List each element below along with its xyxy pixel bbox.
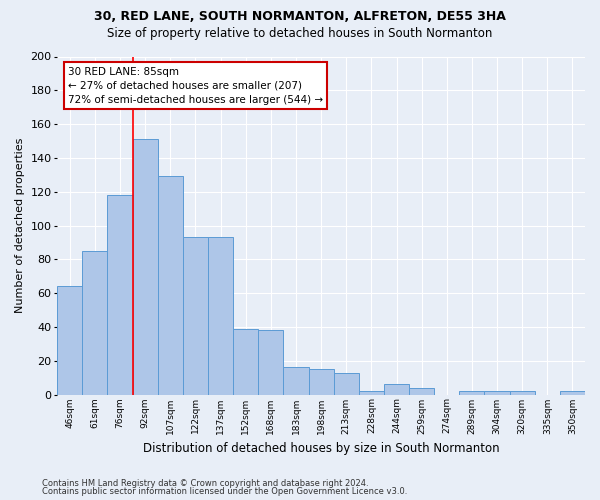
Bar: [509, 391, 535, 394]
X-axis label: Distribution of detached houses by size in South Normanton: Distribution of detached houses by size …: [143, 442, 499, 455]
Bar: [334, 372, 359, 394]
Bar: [208, 238, 233, 394]
Y-axis label: Number of detached properties: Number of detached properties: [15, 138, 25, 313]
Bar: [258, 330, 283, 394]
Bar: [183, 238, 208, 394]
Text: 30 RED LANE: 85sqm
← 27% of detached houses are smaller (207)
72% of semi-detach: 30 RED LANE: 85sqm ← 27% of detached hou…: [68, 66, 323, 104]
Bar: [308, 369, 334, 394]
Text: Contains HM Land Registry data © Crown copyright and database right 2024.: Contains HM Land Registry data © Crown c…: [42, 478, 368, 488]
Bar: [133, 140, 158, 394]
Bar: [283, 368, 308, 394]
Bar: [158, 176, 183, 394]
Bar: [384, 384, 409, 394]
Bar: [82, 251, 107, 394]
Bar: [57, 286, 82, 395]
Text: 30, RED LANE, SOUTH NORMANTON, ALFRETON, DE55 3HA: 30, RED LANE, SOUTH NORMANTON, ALFRETON,…: [94, 10, 506, 23]
Text: Size of property relative to detached houses in South Normanton: Size of property relative to detached ho…: [107, 28, 493, 40]
Text: Contains public sector information licensed under the Open Government Licence v3: Contains public sector information licen…: [42, 487, 407, 496]
Bar: [460, 391, 484, 394]
Bar: [560, 391, 585, 394]
Bar: [409, 388, 434, 394]
Bar: [359, 391, 384, 394]
Bar: [233, 328, 258, 394]
Bar: [107, 195, 133, 394]
Bar: [484, 391, 509, 394]
